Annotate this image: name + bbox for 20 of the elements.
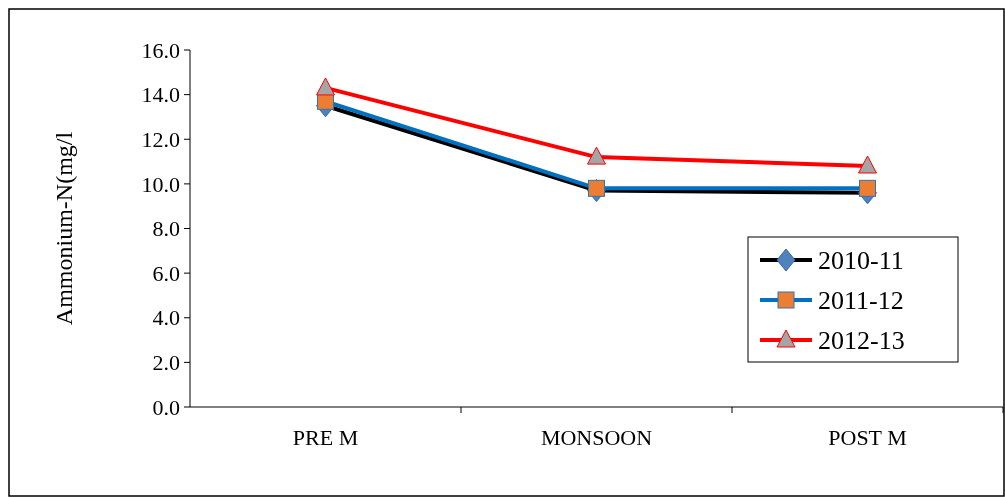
point (316, 77, 335, 96)
point (859, 179, 876, 197)
y-tick-label: 6.0 (152, 260, 180, 286)
y-tick-label: 4.0 (152, 305, 180, 331)
y-tick-label: 14.0 (141, 82, 180, 108)
y-tick-label: 0.0 (152, 394, 180, 420)
legend-label: 2011-12 (818, 286, 904, 316)
y-tick-label: 12.0 (141, 126, 180, 152)
point (858, 155, 877, 174)
x-tick-label: POST M (828, 425, 907, 450)
legend-label: 2010-11 (818, 246, 904, 276)
point (587, 146, 606, 165)
y-tick-label: 2.0 (152, 350, 180, 376)
y-tick-label: 10.0 (141, 171, 180, 197)
y-tick-label: 8.0 (152, 216, 180, 242)
legend-label: 2012-13 (818, 326, 905, 356)
x-tick-label: PRE M (292, 425, 359, 450)
y-axis-title: Ammonium-N(mg/l (51, 131, 77, 326)
x-tick-label: MONSOON (540, 425, 653, 450)
y-tick-label: 16.0 (141, 37, 180, 63)
